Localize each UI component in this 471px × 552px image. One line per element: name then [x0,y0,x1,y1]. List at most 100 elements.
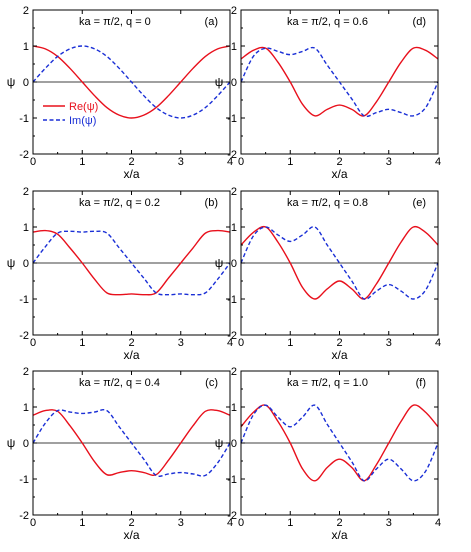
series-im-line [32,230,231,296]
x-tick-label: 3 [386,517,392,529]
y-tick-label: -2 [19,149,29,161]
x-tick-label: 4 [227,156,233,168]
x-tick-label: 4 [435,517,441,529]
y-tick-label: -1 [227,113,237,125]
panel-label: (b) [205,197,218,209]
x-tick-label: 1 [287,517,293,529]
y-tick-label: -1 [19,294,29,306]
series-re-line [240,225,439,300]
x-axis-label: x/a [123,348,139,362]
x-tick-label: 0 [238,337,244,349]
y-tick-label: 1 [23,402,29,414]
y-tick-label: 0 [23,77,29,89]
panel-annotation: ka = π/2, q = 0.4 [79,377,160,389]
legend-re-label: Re(ψ) [69,101,98,113]
chart-panel-c: 0 1 2 3 4 2 1 0 -1 -2 x/a ψ ka = π/2, q = 0.4 (c) [7,366,233,542]
panel-label: (a) [205,16,218,28]
y-tick-label: 0 [231,258,237,270]
x-tick-label: 3 [178,517,184,529]
panel-annotation: ka = π/2, q = 0.2 [79,197,160,209]
y-tick-label: 0 [231,77,237,89]
y-tick-label: -2 [227,330,237,342]
y-tick-label: 1 [231,222,237,234]
x-tick-label: 2 [336,517,342,529]
x-tick-label: 2 [128,156,134,168]
panel-label: (f) [416,377,426,389]
y-tick-label: 2 [231,5,237,17]
x-tick-label: 0 [30,156,36,168]
y-tick-label: -2 [227,510,237,522]
series-re-line [32,229,231,296]
series-im-line [32,409,231,477]
y-tick-label: 0 [23,258,29,270]
y-tick-label: 1 [23,41,29,53]
chart-panel-d: 0 1 2 3 4 2 1 0 -1 -2 x/a ψ ka = π/2, q = 0.6 (d) [215,5,441,181]
x-axis-label: x/a [123,528,139,542]
series-re-line [32,45,231,119]
x-tick-label: 2 [128,337,134,349]
y-tick-label: 0 [23,438,29,450]
series-re-line [32,409,231,476]
x-tick-label: 4 [227,517,233,529]
legend-im-label: Im(ψ) [69,115,96,127]
x-tick-label: 3 [386,156,392,168]
y-axis-label: ψ [7,75,16,89]
y-axis-label: ψ [215,75,224,89]
x-tick-label: 2 [336,156,342,168]
series-re-line [240,46,439,117]
y-tick-label: 0 [231,438,237,450]
y-axis-label: ψ [215,436,224,450]
x-axis-label: x/a [123,167,139,181]
series-re-line [240,404,439,482]
y-axis-label: ψ [7,256,16,270]
panel-annotation: ka = π/2, q = 0.8 [287,197,368,209]
x-axis-label: x/a [331,348,347,362]
x-tick-label: 2 [336,337,342,349]
panel-label: (e) [413,197,426,209]
chart-panel-b: 0 1 2 3 4 2 1 0 -1 -2 x/a ψ ka = π/2, q = 0.2 (b) [7,186,233,362]
chart-panel-a: 0 1 2 3 4 2 1 0 -1 -2 x/a ψ ka = π/2, q = 0 (a) [7,5,233,181]
series-im-line [240,226,439,300]
y-tick-label: 2 [231,186,237,198]
y-tick-label: -1 [227,474,237,486]
panel-annotation: ka = π/2, q = 0.6 [287,16,368,28]
y-tick-label: -1 [227,294,237,306]
y-tick-label: -2 [19,330,29,342]
x-tick-label: 0 [30,517,36,529]
y-tick-label: 1 [231,41,237,53]
y-tick-label: -1 [19,474,29,486]
y-tick-label: 1 [231,402,237,414]
panel-annotation: ka = π/2, q = 0 [79,16,151,28]
chart-panel-e: 0 1 2 3 4 2 1 0 -1 -2 x/a ψ ka = π/2, q = 0.8 (e) [215,186,441,362]
x-tick-label: 1 [79,337,85,349]
chart-panel-f: 0 1 2 3 4 2 1 0 -1 -2 x/a ψ ka = π/2, q = 1.0 (f) [215,366,441,542]
panel-label: (c) [205,377,218,389]
x-tick-label: 0 [238,517,244,529]
y-tick-label: -2 [19,510,29,522]
y-tick-label: 1 [23,222,29,234]
x-tick-label: 1 [79,517,85,529]
x-tick-label: 0 [238,156,244,168]
x-axis-label: x/a [331,167,347,181]
x-tick-label: 4 [435,156,441,168]
x-tick-label: 3 [386,337,392,349]
panel-label: (d) [413,16,426,28]
x-tick-label: 1 [287,156,293,168]
x-tick-label: 1 [287,337,293,349]
y-tick-label: 2 [23,366,29,378]
series-im-line [240,404,439,482]
x-tick-label: 3 [178,156,184,168]
y-tick-label: 2 [23,5,29,17]
x-tick-label: 4 [227,337,233,349]
y-tick-label: -2 [227,149,237,161]
y-tick-label: 2 [231,366,237,378]
y-axis-label: ψ [7,436,16,450]
x-tick-label: 4 [435,337,441,349]
legend: Re(ψ) Im(ψ) [43,101,98,127]
y-tick-label: -1 [19,113,29,125]
x-tick-label: 3 [178,337,184,349]
series-im-line [32,45,231,119]
series-im-line [240,46,439,118]
x-axis-label: x/a [331,528,347,542]
